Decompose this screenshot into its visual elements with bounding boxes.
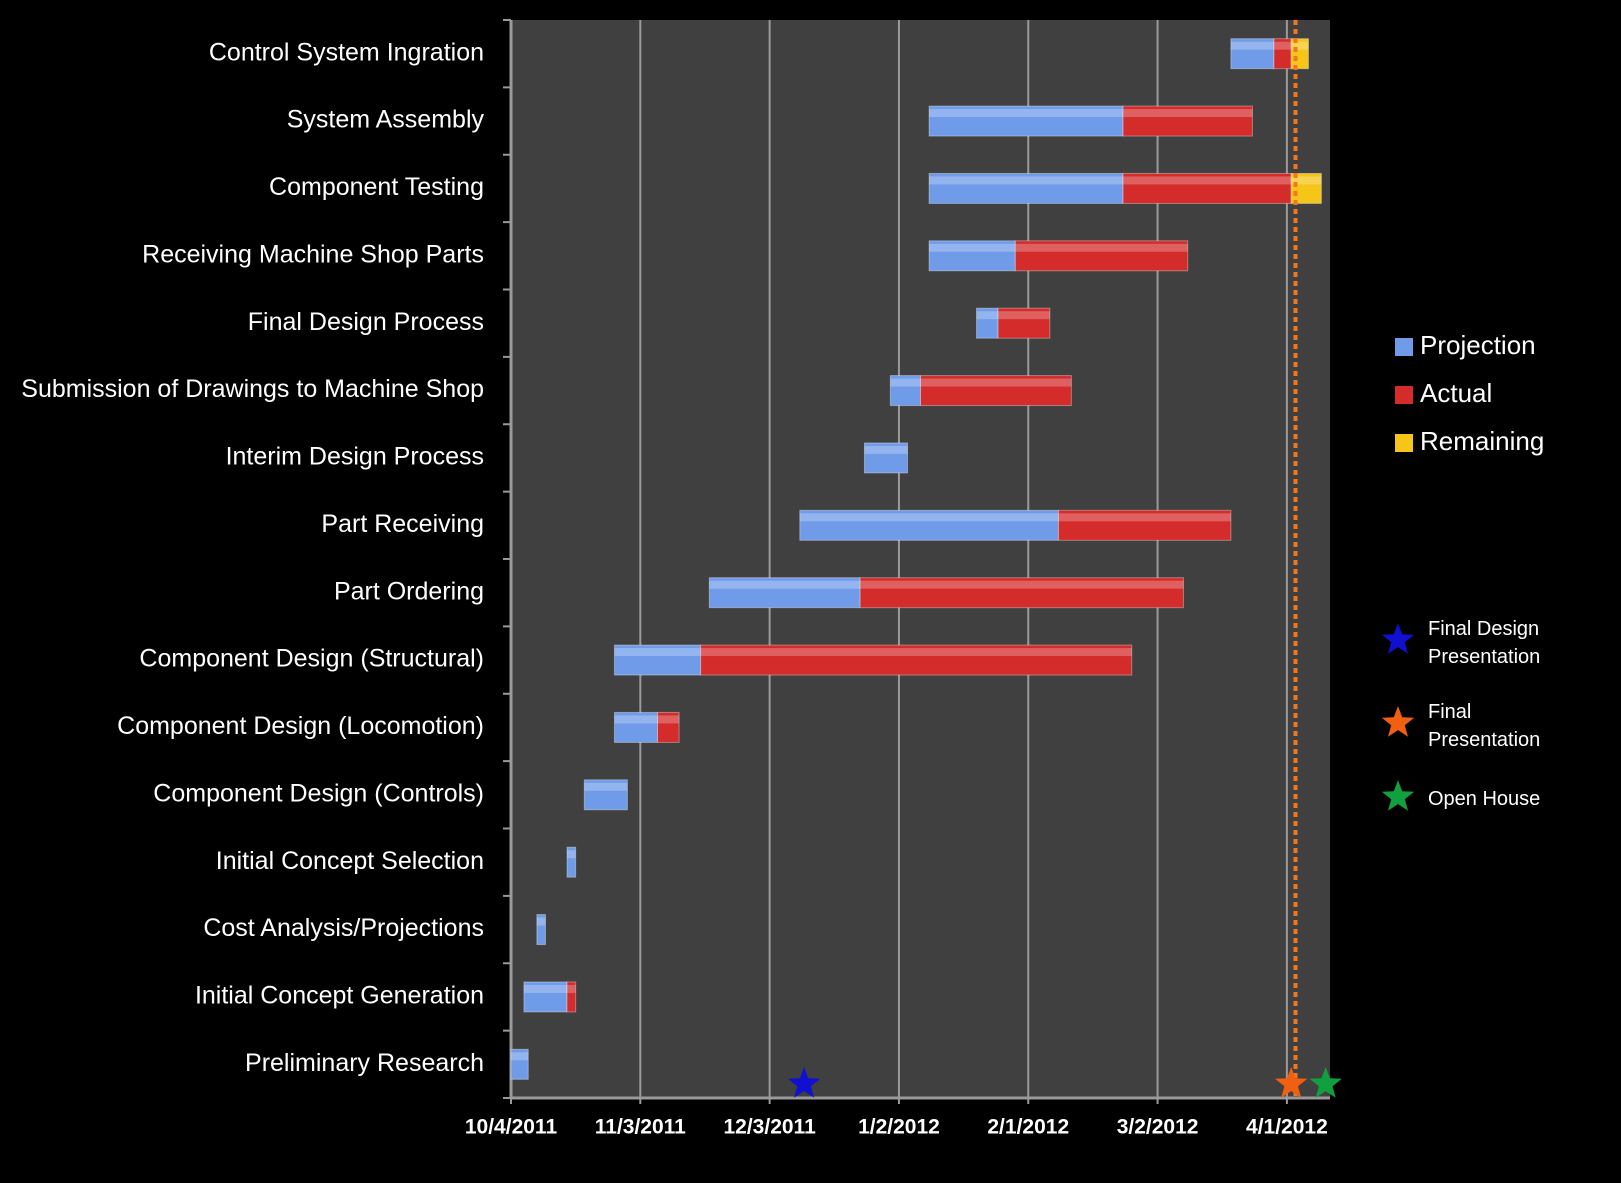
category-label: Initial Concept Generation [195, 982, 484, 1010]
legend-swatch [1395, 386, 1413, 404]
bar-segment [859, 577, 1184, 609]
x-tick-label: 11/3/2011 [595, 1116, 686, 1139]
category-label: Part Ordering [334, 577, 484, 605]
bar-shine [1058, 513, 1231, 522]
bar-shine [567, 850, 576, 859]
x-tick-label: 1/2/2012 [858, 1116, 940, 1139]
bar-shine [709, 580, 861, 589]
legend-star [1381, 623, 1415, 654]
bar-segment [1290, 38, 1309, 70]
bar-shine [1015, 243, 1188, 252]
category-label: Component Testing [269, 173, 484, 201]
bar-segment [997, 307, 1051, 339]
bar-shine [929, 243, 1016, 252]
x-tick-label: 4/1/2012 [1246, 1116, 1328, 1139]
milestone-star [1275, 1067, 1308, 1098]
bar-shine [567, 984, 576, 993]
bar-segment [1273, 38, 1292, 70]
legend-swatch [1395, 338, 1413, 356]
legend-star [1381, 706, 1415, 737]
legend-label: Remaining [1420, 426, 1544, 456]
bar-segment [1057, 509, 1232, 541]
bar-shine [799, 513, 1059, 522]
bar-shine [1291, 176, 1322, 185]
x-tick-label: 10/4/2011 [465, 1116, 558, 1139]
bar-shine [700, 648, 1132, 657]
bar-segment [928, 240, 1016, 272]
bar-shine [657, 715, 680, 724]
x-tick-label: 12/3/2011 [723, 1116, 816, 1139]
bar-segment [536, 914, 546, 946]
category-label: Component Design (Controls) [153, 779, 484, 807]
bar-segment [708, 577, 861, 609]
category-label: Receiving Machine Shop Parts [142, 240, 484, 268]
legend-label: Actual [1420, 378, 1492, 408]
bar-shine [523, 984, 568, 993]
bar-shine [998, 311, 1050, 320]
legend-label: Final Design Presentation [1428, 618, 1541, 668]
bar-shine [1273, 41, 1292, 50]
legend-label: Final Presentation [1428, 701, 1541, 751]
bar-shine [511, 1052, 529, 1061]
bar-segment [657, 711, 680, 743]
category-label: Submission of Drawings to Machine Shop [21, 375, 484, 403]
category-label: Preliminary Research [245, 1049, 484, 1077]
bar-segment [613, 644, 702, 676]
bar-segment [920, 375, 1072, 407]
bar-segment [566, 981, 577, 1013]
bar-segment [799, 509, 1059, 541]
bar-segment [1290, 172, 1322, 204]
bar-shine [1123, 109, 1253, 118]
bar-shine [920, 378, 1072, 387]
legend-label: Open House [1428, 788, 1541, 810]
category-label: Final Design Process [248, 308, 484, 336]
category-label: Component Design (Structural) [139, 645, 484, 673]
category-label: Cost Analysis/Projections [203, 914, 484, 942]
x-tick-label: 2/1/2012 [987, 1116, 1069, 1139]
category-label: Control System Ingration [209, 38, 484, 66]
bar-segment [1122, 172, 1292, 204]
bar-shine [536, 917, 546, 926]
milestone-star [787, 1067, 821, 1098]
bar-shine [1123, 176, 1292, 185]
bar-shine [614, 648, 701, 657]
category-label: Interim Design Process [226, 443, 484, 471]
legend-label: Projection [1420, 330, 1536, 360]
bar-segment [510, 1048, 529, 1080]
category-label: Part Receiving [321, 510, 484, 538]
bar-segment [700, 644, 1133, 676]
bar-shine [929, 109, 1124, 118]
bar-segment [863, 442, 909, 474]
legend-star [1381, 780, 1415, 811]
bar-shine [976, 311, 999, 320]
bar-shine [860, 580, 1184, 589]
bar-segment [1014, 240, 1189, 272]
bar-shine [1230, 41, 1274, 50]
bar-shine [929, 176, 1124, 185]
category-label: System Assembly [287, 106, 485, 134]
bar-segment [566, 846, 577, 878]
legend-swatch [1395, 434, 1413, 452]
bar-segment [928, 172, 1124, 204]
bar-segment [1122, 105, 1253, 137]
category-label: Initial Concept Selection [216, 847, 484, 875]
bar-segment [523, 981, 568, 1013]
milestone-star [1309, 1067, 1342, 1098]
bar-segment [583, 779, 628, 811]
x-tick-label: 3/2/2012 [1117, 1116, 1199, 1139]
bar-shine [614, 715, 658, 724]
category-label: Component Design (Locomotion) [117, 712, 484, 740]
bar-segment [889, 375, 921, 407]
bar-shine [864, 445, 908, 454]
bar-shine [1291, 41, 1309, 50]
bar-shine [890, 378, 921, 387]
bar-shine [584, 782, 628, 791]
